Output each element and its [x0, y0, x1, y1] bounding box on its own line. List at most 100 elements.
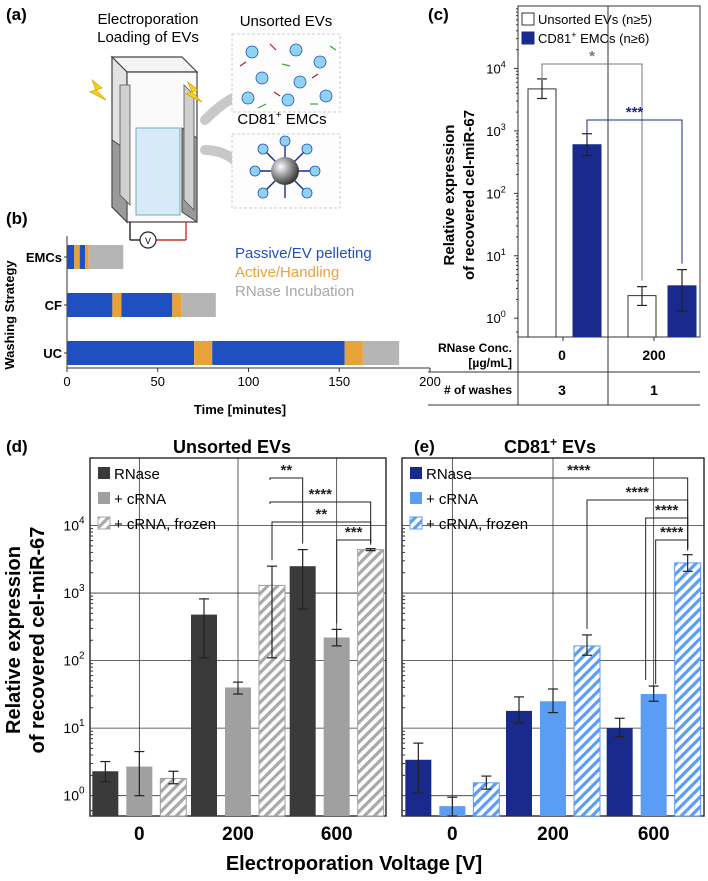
d-xtick-label: 600	[321, 824, 353, 845]
e-sig-bracket-label: ****	[626, 484, 650, 501]
e-bar	[674, 562, 702, 817]
voltmeter-symbol: V	[145, 236, 151, 246]
d-legend-swatch-frozen	[97, 516, 111, 530]
b-legend-rnase: RNase Incubation	[235, 283, 354, 300]
lightning-icon	[88, 78, 107, 101]
e-title: CD81+ EVs	[504, 435, 596, 457]
d-e-xlabel: Electroporation Voltage [V]	[226, 853, 482, 875]
d-bar	[225, 687, 251, 816]
e-sig-bracket-label: ****	[660, 524, 684, 541]
e-sig-bracket	[655, 539, 689, 685]
e-legend-swatch-frozen	[409, 516, 423, 530]
panel-e: (e) CD81+ EVs **** **** **** **** RNase + c…	[401, 435, 705, 845]
b-bar-segment	[88, 245, 124, 269]
c-sig-bracket	[541, 63, 643, 281]
c-table-rnase-header-1: RNase Conc.	[438, 341, 512, 355]
d-xtick-label: 200	[222, 824, 254, 845]
c-ylabel-line2: of recovered cel-miR-67	[461, 110, 478, 280]
b-xtick-label: 100	[238, 374, 260, 389]
e-bar	[506, 710, 532, 816]
cuvette-illustration: V	[110, 55, 199, 249]
panel-a-title-line1: Electroporation	[98, 11, 199, 28]
e-sig-bracket-label: ****	[567, 462, 591, 479]
b-bar-segment	[362, 341, 400, 365]
d-legend-frozen: + cRNA, frozen	[114, 516, 216, 533]
d-sig-bracket-label: **	[315, 506, 327, 523]
d-ylabel-line2: of recovered cel-miR-67	[27, 527, 49, 754]
d-ytick-label: 101	[63, 718, 85, 736]
e-sig-bracket	[586, 499, 689, 629]
unsorted-evs-label: Unsorted EVs	[240, 13, 333, 30]
d-sig-bracket	[271, 521, 372, 561]
b-legend-active: Active/Handling	[235, 264, 339, 281]
b-bar-segment	[344, 341, 363, 365]
b-ylabel: Washing Strategy	[2, 260, 17, 370]
panel-c: (c) Relative expression of recovered cel…	[428, 5, 701, 406]
c-ytick-label: 101	[486, 247, 505, 264]
b-xtick-label: 150	[328, 374, 350, 389]
c-sig-bracket-label: ***	[626, 104, 644, 121]
d-bar	[323, 637, 350, 816]
b-xtick-label: 0	[63, 374, 70, 389]
ev-particles-illustration	[239, 43, 337, 109]
c-plot-frame	[517, 5, 701, 338]
b-bar-segment	[85, 245, 89, 269]
d-ytick-label: 104	[63, 516, 85, 534]
b-bar-segment	[67, 341, 195, 365]
e-legend-crna: + cRNA	[426, 491, 478, 508]
e-legend-swatch-crna	[410, 492, 422, 504]
c-legend-unsorted: Unsorted EVs (n≥5)	[538, 12, 652, 27]
panel-a: (a) Electroporation Loading of EVs V Uns…	[6, 5, 341, 249]
b-bar-segment	[194, 341, 213, 365]
e-legend-frozen: + cRNA, frozen	[426, 516, 528, 533]
d-ytick-label: 100	[63, 786, 85, 804]
panel-d-label: (d)	[6, 437, 28, 456]
b-bar-segment	[79, 245, 86, 269]
b-xlabel: Time [minutes]	[194, 402, 286, 417]
c-ytick-label: 104	[486, 59, 505, 76]
panel-d: (d) Unsorted EVs Relative expression of …	[3, 437, 387, 845]
c-bar-unsorted	[527, 88, 557, 338]
lightning-icon	[184, 80, 203, 103]
e-sig-bracket	[645, 517, 689, 681]
emc-bead-illustration	[249, 135, 321, 199]
d-ytick-label: 102	[63, 651, 85, 669]
panel-e-label: (e)	[414, 437, 435, 456]
e-bar	[573, 645, 601, 817]
d-sig-bracket-label: **	[280, 462, 292, 479]
d-sig-bracket-label: ***	[345, 524, 363, 541]
b-legend-passive: Passive/EV pelleting	[235, 245, 372, 262]
b-bar-segment	[172, 293, 182, 317]
panel-a-label: (a)	[6, 5, 27, 24]
c-legend-cd81: CD81+ EMCs (n≥6)	[538, 30, 649, 46]
panel-b-label: (b)	[6, 209, 28, 228]
d-legend-swatch-crna	[98, 492, 110, 504]
b-bar-segment	[112, 293, 122, 317]
d-sig-bracket-label: ****	[309, 486, 333, 503]
panel-b: (b) Washing Strategy EMCs CF UC 0 50 100 150 2…	[2, 209, 441, 417]
c-table-washes-1: 1	[650, 382, 658, 398]
c-table-rnase-200: 200	[642, 347, 666, 363]
e-sig-bracket-label: ****	[655, 502, 679, 519]
e-bar	[606, 728, 633, 816]
d-bar	[159, 777, 187, 817]
c-table-rnase-0: 0	[558, 347, 566, 363]
e-xtick-label: 200	[537, 824, 569, 845]
c-ytick-label: 100	[486, 309, 505, 326]
c-table-rnase-header-2: [µg/mL]	[468, 356, 512, 370]
e-xtick-label: 0	[447, 824, 458, 845]
c-legend-swatch-unsorted	[521, 12, 535, 26]
b-xtick-label: 50	[151, 374, 165, 389]
b-bar-segment	[181, 293, 216, 317]
d-legend-swatch-rnase	[98, 467, 110, 479]
b-category-label: CF	[45, 298, 62, 313]
c-bar-cd81	[572, 144, 602, 338]
c-sig-bracket	[586, 119, 683, 264]
c-table-washes-header: # of washes	[444, 383, 512, 397]
c-sig-bracket-label: *	[589, 48, 595, 65]
b-category-label: EMCs	[26, 250, 62, 265]
b-category-label: UC	[43, 346, 62, 361]
b-xtick-label: 200	[419, 374, 441, 389]
d-sig-bracket	[336, 539, 372, 624]
d-ytick-label: 103	[63, 583, 85, 601]
